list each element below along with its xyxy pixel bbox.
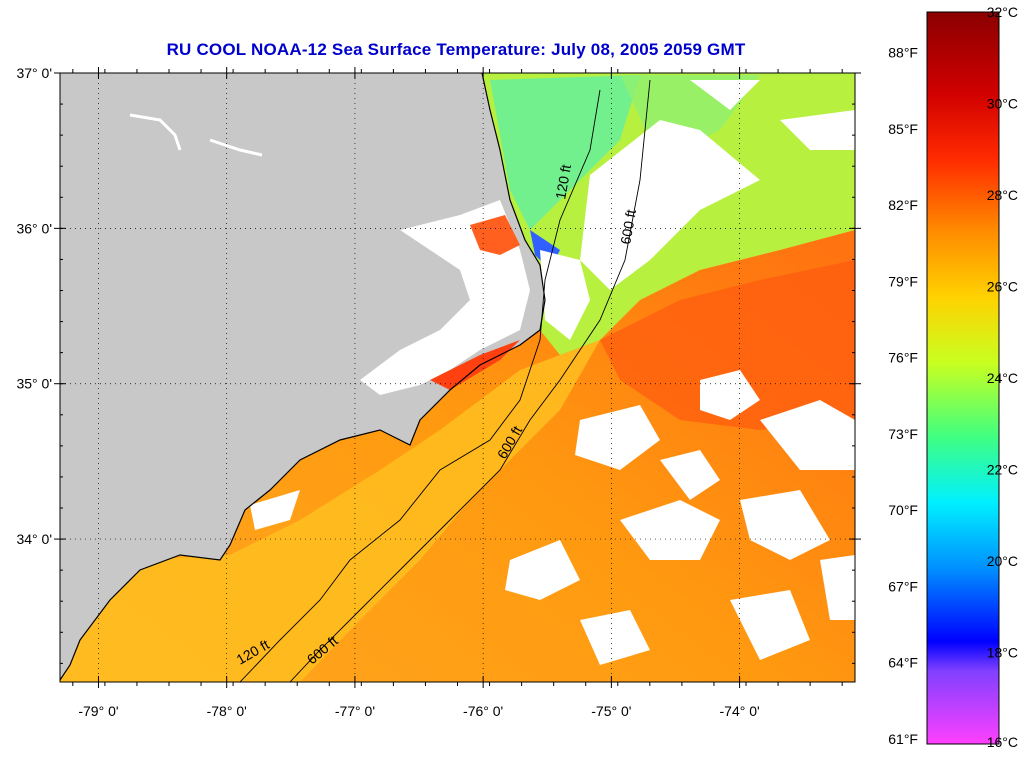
lon-label: -76° 0' — [463, 703, 503, 719]
colorbar-fahrenheit-label: 88°F — [888, 45, 918, 61]
colorbar-fahrenheit-label: 79°F — [888, 273, 918, 289]
colorbar-fahrenheit-label: 67°F — [888, 578, 918, 594]
axis-ticks — [54, 67, 861, 688]
colorbar-fahrenheit-label: 82°F — [888, 197, 918, 213]
lon-label: -75° 0' — [591, 703, 631, 719]
cold-filament — [490, 75, 640, 230]
contour-label-600: 600 ft — [617, 208, 639, 245]
colorbar-fahrenheit-label: 64°F — [888, 655, 918, 671]
lat-label: 36° 0' — [16, 220, 52, 236]
coastal-warm-band — [60, 340, 600, 682]
lon-label: -79° 0' — [78, 703, 118, 719]
lon-label: -78° 0' — [207, 703, 247, 719]
bogue-warm — [430, 340, 520, 390]
colorbar-celsius-labels: 32°C 30°C 28°C 26°C 24°C 22°C 20°C 18°C 16°C — [987, 4, 1018, 750]
inland-river-2 — [209, 138, 263, 157]
coastline — [60, 73, 546, 681]
gulf-stream-core — [600, 260, 855, 430]
lon-label: -74° 0' — [720, 703, 760, 719]
colorbar-fahrenheit-label: 61°F — [888, 731, 918, 747]
colorbar-fahrenheit-label: 70°F — [888, 502, 918, 518]
contour-120ft — [239, 89, 601, 682]
lat-label: 34° 0' — [16, 531, 52, 547]
lat-label: 35° 0' — [16, 376, 52, 392]
contour-600ft — [289, 79, 651, 682]
colorbar-celsius-label: 20°C — [987, 553, 1018, 569]
colorbar-fahrenheit-labels: 88°F 85°F 82°F 79°F 76°F 73°F 70°F 67°F 64°F 61°F — [888, 45, 918, 747]
lat-labels: 37° 0' 36° 0' 35° 0' 34° 0' — [16, 65, 52, 547]
contour-label-120: 120 ft — [552, 163, 574, 200]
colorbar-celsius-label: 26°C — [987, 279, 1018, 295]
lon-labels: -79° 0' -78° 0' -77° 0' -76° 0' -75° 0' -74° … — [78, 703, 759, 719]
colorbar-celsius-label: 30°C — [987, 96, 1018, 112]
colorbar-celsius-label: 16°C — [987, 734, 1018, 750]
map-title: RU COOL NOAA-12 Sea Surface Temperature:… — [166, 40, 746, 59]
cloud-cover — [60, 80, 855, 665]
albemarle-warm — [470, 215, 520, 255]
colorbar-fahrenheit-label: 85°F — [888, 121, 918, 137]
colorbar-celsius-label: 24°C — [987, 370, 1018, 386]
map-area: 120 ft 600 ft 600 ft 120 ft 600 ft — [60, 73, 855, 682]
colorbar-celsius-label: 28°C — [987, 187, 1018, 203]
lon-label: -77° 0' — [335, 703, 375, 719]
colorbar-celsius-label: 32°C — [987, 4, 1018, 20]
colorbar-fahrenheit-label: 76°F — [888, 350, 918, 366]
colorbar — [926, 11, 1000, 745]
colorbar-celsius-label: 18°C — [987, 645, 1018, 661]
lat-label: 37° 0' — [16, 65, 52, 81]
inland-river — [129, 113, 182, 151]
colorbar-celsius-label: 22°C — [987, 462, 1018, 478]
colorbar-fahrenheit-label: 73°F — [888, 426, 918, 442]
